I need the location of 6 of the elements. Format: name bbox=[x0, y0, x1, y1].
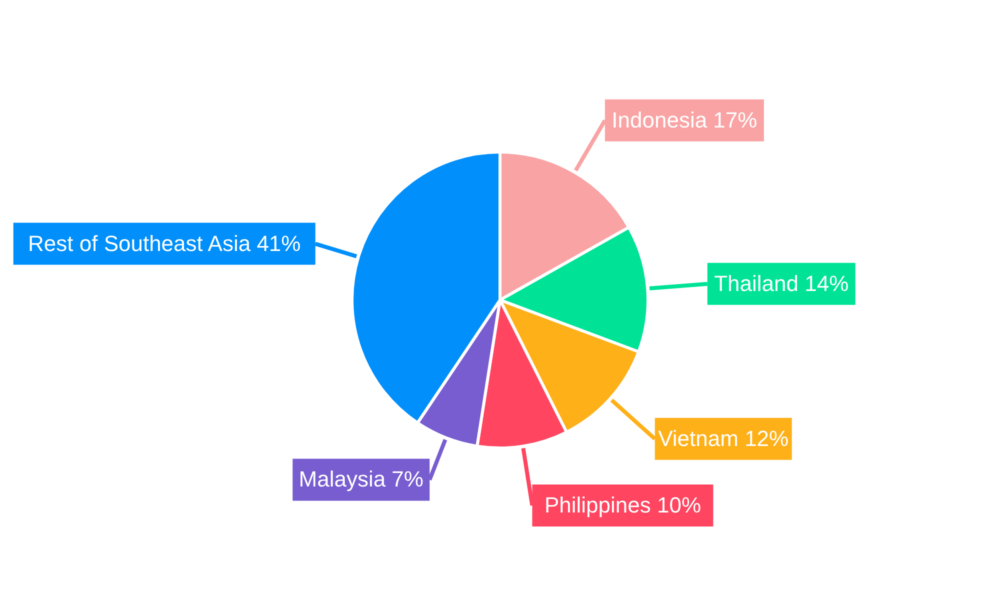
slice-label: Indonesia 17% bbox=[612, 107, 758, 132]
slice-label: Vietnam 12% bbox=[658, 426, 789, 451]
slice-label: Malaysia 7% bbox=[298, 466, 424, 492]
slice-label: Thailand 14% bbox=[714, 270, 849, 296]
slice-label: Philippines 10% bbox=[544, 492, 701, 518]
slice-label: Rest of Southeast Asia 41% bbox=[28, 230, 301, 256]
